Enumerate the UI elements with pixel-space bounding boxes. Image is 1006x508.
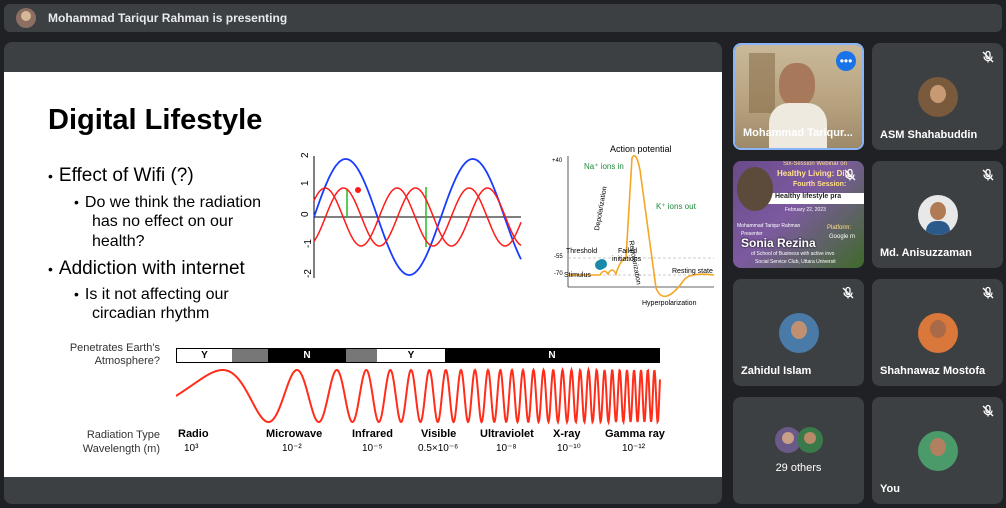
- mic-off-icon: [982, 404, 994, 417]
- type-xray: X-ray: [553, 428, 581, 440]
- wavelength-xray: 10⁻¹⁰: [557, 443, 581, 454]
- presenting-bar: Mohammad Tariqur Rahman is presenting: [4, 4, 1002, 32]
- participant-name: ASM Shahabuddin: [880, 129, 978, 141]
- participant-name: 29 others: [775, 462, 822, 474]
- bar-segment-visible: Y: [377, 349, 445, 362]
- type-ultraviolet: Ultraviolet: [480, 428, 534, 440]
- penetrates-label-2: Atmosphere?: [94, 355, 160, 367]
- action-potential-figure: Action potential Na⁺ ions in K⁺ ions out…: [552, 140, 720, 308]
- bar-segment-grey-1: [232, 349, 268, 362]
- participant-name: You: [880, 483, 900, 495]
- wave-blue: [313, 158, 522, 276]
- mic-off-icon: [982, 168, 994, 181]
- wavelength-microwave: 10⁻²: [282, 443, 302, 454]
- type-microwave: Microwave: [266, 428, 323, 440]
- ytick-0: 0: [300, 211, 311, 217]
- ap-ytick-40: +40: [552, 158, 563, 164]
- wavelength-visible: 0.5×10⁻⁶: [418, 443, 459, 454]
- ap-k-label: K⁺ ions out: [656, 202, 696, 211]
- wave-plot: 2 1 0 -1 -2: [300, 152, 522, 278]
- sub-bullet-2-line-2: circadian rhythm: [92, 305, 210, 322]
- webinar-banner: Six-Session Webinar on Healthy Living: D…: [733, 161, 864, 268]
- wavelength-ultraviolet: 10⁻⁸: [496, 443, 517, 454]
- ap-resting-label: Resting state: [672, 268, 713, 275]
- radiation-type-label: Radiation Type: [86, 429, 160, 441]
- wavelength-label: Wavelength (m): [82, 443, 160, 455]
- participant-name: Shahnawaz Mostofa: [880, 365, 986, 377]
- presentation-stage[interactable]: Digital Lifestyle • Effect of Wifi (?) • D…: [4, 42, 722, 504]
- bar-segment-n2: N: [445, 349, 659, 362]
- type-radio: Radio: [178, 428, 209, 440]
- participant-name: Sonia Rezina: [741, 236, 816, 250]
- presenting-text: Mohammad Tariqur Rahman is presenting: [48, 11, 288, 25]
- avatar: [918, 313, 958, 353]
- avatar-others-2: [797, 427, 823, 453]
- tile-zahidul-islam[interactable]: Zahidul Islam: [733, 279, 864, 386]
- ap-initiations-label: initiations: [612, 256, 642, 263]
- sub-bullet-2: • Is it not affecting our: [74, 286, 229, 303]
- type-visible: Visible: [421, 428, 457, 440]
- more-options-icon: •••: [839, 54, 853, 68]
- ap-stimulus-label: Stimulus: [564, 272, 591, 279]
- ytick-neg1: -1: [303, 239, 314, 248]
- bar-segment-grey-2: [346, 349, 377, 362]
- ap-title: Action potential: [610, 144, 672, 154]
- mic-off-icon: [842, 286, 854, 299]
- ytick-2: 2: [300, 152, 311, 158]
- ytick-neg2: -2: [303, 269, 314, 278]
- ap-ytick-55: -55: [554, 254, 563, 260]
- sub-bullet-1-line-2: has no effect on our: [92, 213, 234, 230]
- more-options-button[interactable]: •••: [836, 51, 856, 71]
- participant-name: Zahidul Islam: [741, 365, 812, 377]
- bullet-1: • Effect of Wifi (?): [48, 165, 194, 186]
- presenter-video: [735, 45, 862, 148]
- ap-failed-label: Failed: [618, 248, 638, 255]
- presenter-avatar: [16, 8, 36, 28]
- mic-off-icon: [982, 286, 994, 299]
- wavelength-infrared: 10⁻⁵: [362, 443, 383, 454]
- wave-red-1: [313, 187, 522, 247]
- ap-na-label: Na⁺ ions in: [584, 162, 624, 171]
- sub-bullet-1: • Do we think the radiation: [74, 194, 262, 211]
- mic-off-icon: [982, 50, 994, 63]
- tile-asm-shahabuddin[interactable]: ASM Shahabuddin: [872, 43, 1003, 150]
- wavelength-gamma: 10⁻¹²: [622, 443, 646, 454]
- bullet-2: • Addiction with internet: [48, 258, 245, 279]
- slide: Digital Lifestyle • Effect of Wifi (?) • D…: [4, 72, 722, 477]
- participant-name: Mohammad Tariqur...: [743, 127, 853, 139]
- wavelength-radio: 10³: [184, 443, 199, 454]
- avatar-others-1: [775, 427, 801, 453]
- type-infrared: Infrared: [352, 428, 393, 440]
- tile-md-anisuzzaman[interactable]: Md. Anisuzzaman: [872, 161, 1003, 268]
- bar-segment-n1: N: [268, 349, 346, 362]
- wave-red-2: [313, 187, 522, 247]
- ap-ytick-70: -70: [554, 271, 563, 277]
- spectrum-wave: [176, 366, 661, 426]
- mic-off-icon: [844, 168, 856, 181]
- participant-name: Md. Anisuzzaman: [880, 247, 972, 259]
- ap-hyper-label: Hyperpolarization: [642, 300, 697, 307]
- tile-presenter[interactable]: ••• Mohammad Tariqur...: [733, 43, 864, 150]
- ytick-1: 1: [300, 180, 311, 186]
- atmosphere-bar: Y N Y N: [176, 348, 660, 363]
- type-gamma: Gamma ray: [605, 428, 665, 440]
- avatar: [918, 195, 958, 235]
- slide-title: Digital Lifestyle: [48, 104, 263, 136]
- tile-you[interactable]: You: [872, 397, 1003, 504]
- ap-threshold-label: Threshold: [566, 248, 598, 255]
- tile-sonia-rezina[interactable]: Six-Session Webinar on Healthy Living: D…: [733, 161, 864, 268]
- avatar: [918, 431, 958, 471]
- tile-shahnawaz-mostofa[interactable]: Shahnawaz Mostofa: [872, 279, 1003, 386]
- tile-others[interactable]: 29 others: [733, 397, 864, 504]
- sub-bullet-1-line-3: health?: [92, 233, 145, 250]
- avatar: [779, 313, 819, 353]
- avatar: [918, 77, 958, 117]
- penetrates-label-1: Penetrates Earth's: [69, 342, 160, 354]
- bar-segment-radio: Y: [177, 349, 232, 362]
